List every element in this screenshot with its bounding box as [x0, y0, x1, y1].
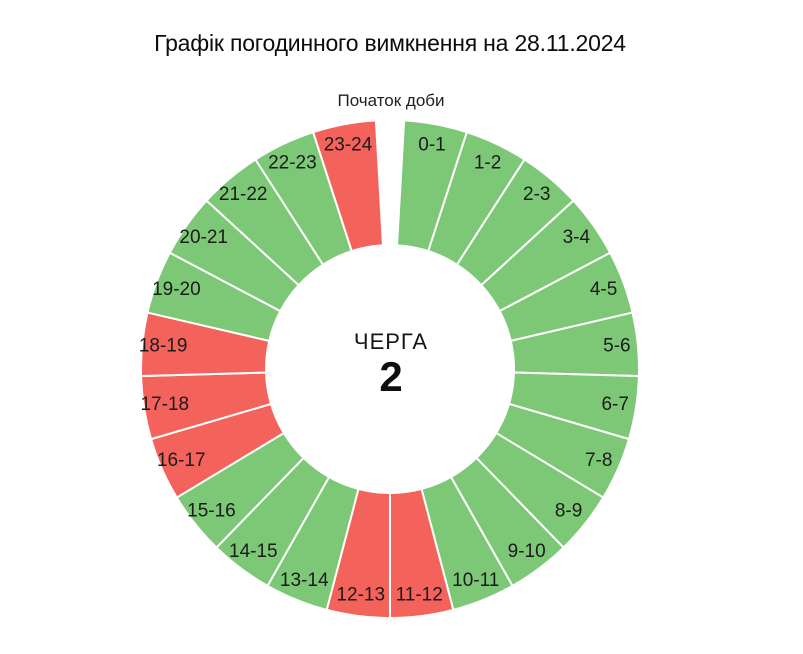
chart-title: Графік погодинного вимкнення на 28.11.20…	[154, 30, 626, 56]
hour-label-9-10: 9-10	[508, 541, 546, 562]
hour-label-19-20: 19-20	[152, 279, 201, 300]
queue-number: 2	[379, 353, 402, 400]
hour-label-13-14: 13-14	[280, 570, 329, 591]
hour-label-17-18: 17-18	[140, 394, 189, 415]
hour-label-15-16: 15-16	[187, 500, 236, 521]
hour-label-16-17: 16-17	[157, 450, 206, 471]
hour-label-3-4: 3-4	[563, 227, 591, 248]
hour-label-5-6: 5-6	[603, 336, 630, 357]
hour-label-12-13: 12-13	[336, 585, 385, 606]
hour-label-2-3: 2-3	[523, 184, 550, 205]
hour-label-4-5: 4-5	[590, 279, 617, 300]
hour-labels: 0-1 1-2 2-3 3-4 4-5 5-6 6-7 7-8 8-9 9-10 10-11 11-1…	[139, 134, 631, 605]
day-start-label: Початок доби	[337, 91, 444, 110]
hour-label-14-15: 14-15	[229, 541, 278, 562]
hour-segment-23-24-off	[311, 119, 385, 253]
hour-label-11-12: 11-12	[396, 585, 443, 606]
queue-label: ЧЕРГА	[354, 329, 428, 354]
hour-label-6-7: 6-7	[601, 394, 628, 415]
hour-label-21-22: 21-22	[219, 184, 268, 205]
hour-label-20-21: 20-21	[179, 227, 228, 248]
hour-label-7-8: 7-8	[585, 450, 612, 471]
hour-label-10-11: 10-11	[452, 570, 499, 591]
hour-label-8-9: 8-9	[555, 500, 582, 521]
hour-label-23-24: 23-24	[324, 134, 373, 155]
hour-label-22-23: 22-23	[268, 152, 317, 173]
donut-segments	[140, 119, 640, 620]
hour-label-0-1: 0-1	[418, 134, 445, 155]
hour-label-18-19: 18-19	[139, 336, 188, 357]
hour-label-1-2: 1-2	[474, 152, 501, 173]
